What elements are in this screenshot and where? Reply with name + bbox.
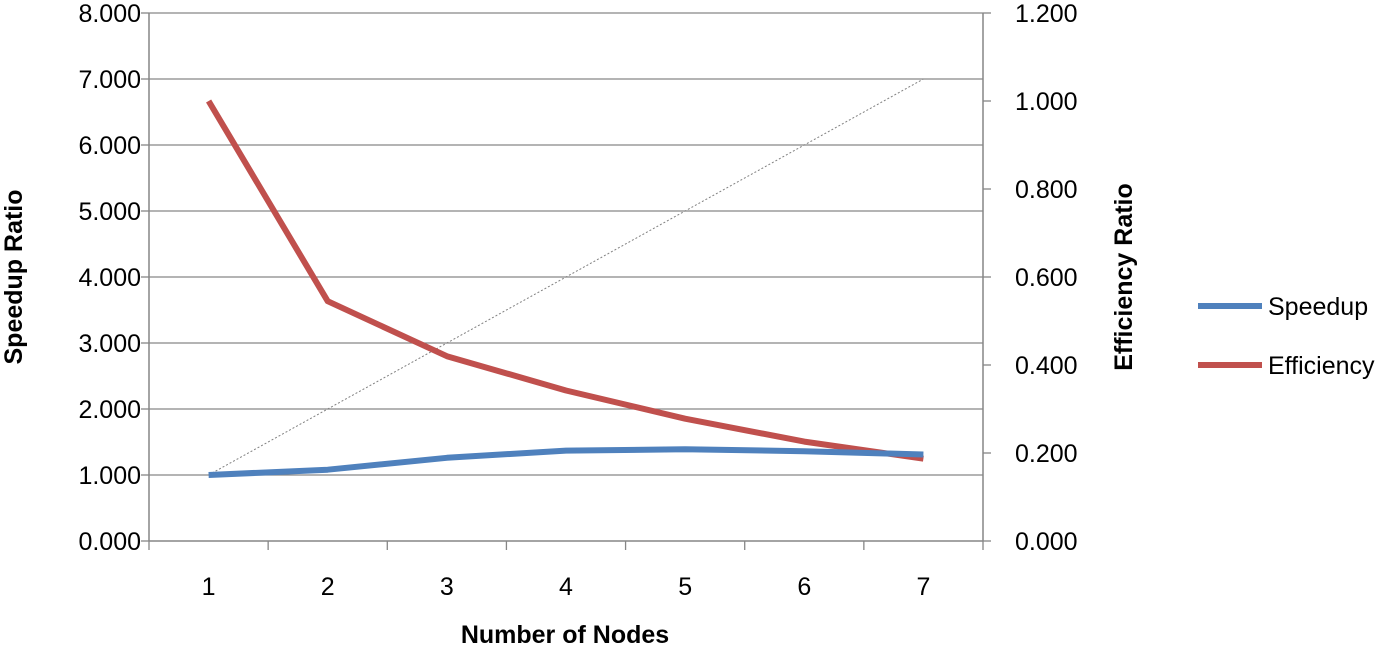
y2-tick-label: 0.400 [1015, 352, 1078, 380]
y2-tick-label: 0.000 [1015, 528, 1078, 556]
y2-tick-label: 0.800 [1015, 176, 1078, 204]
x-tick-label: 4 [559, 573, 573, 601]
y-tick-label: 1.000 [78, 462, 141, 490]
y2-tick-label: 1.000 [1015, 88, 1078, 116]
tick-labels: 0.000 1.000 2.000 3.000 4.000 5.000 6.000 7.000… [78, 0, 1077, 601]
x-tick-label: 5 [678, 573, 692, 601]
y-tick-label: 5.000 [78, 198, 141, 226]
legend-label-speedup: Speedup [1268, 293, 1368, 321]
axes [141, 12, 991, 550]
x-tick-label: 7 [916, 573, 930, 601]
y-tick-label: 7.000 [78, 66, 141, 94]
series-lines [206, 78, 924, 478]
x-tick-label: 2 [321, 573, 335, 601]
x-tick-label: 1 [202, 573, 216, 601]
y-tick-label: 0.000 [78, 528, 141, 556]
x-tick-label: 6 [797, 573, 811, 601]
y2-axis-title: Efficiency Ratio [1110, 183, 1138, 371]
y-tick-label: 4.000 [78, 264, 141, 292]
legend: Speedup Efficiency [1198, 293, 1375, 380]
y-axis-title: Speedup Ratio [0, 189, 28, 364]
series-line-speedup [208, 446, 924, 478]
y-tick-label: 2.000 [78, 396, 141, 424]
gridlines [149, 12, 983, 476]
y2-tick-label: 0.600 [1015, 264, 1078, 292]
series-line-efficiency [206, 99, 924, 462]
x-tick-label: 3 [440, 573, 454, 601]
y2-tick-label: 0.200 [1015, 440, 1078, 468]
reference-line [208, 78, 924, 476]
y2-tick-label: 1.200 [1015, 0, 1078, 28]
y-tick-label: 6.000 [78, 132, 141, 160]
x-axis-title: Number of Nodes [461, 621, 669, 646]
y-tick-label: 8.000 [78, 0, 141, 28]
legend-label-efficiency: Efficiency [1268, 352, 1375, 380]
y-tick-label: 3.000 [78, 330, 141, 358]
